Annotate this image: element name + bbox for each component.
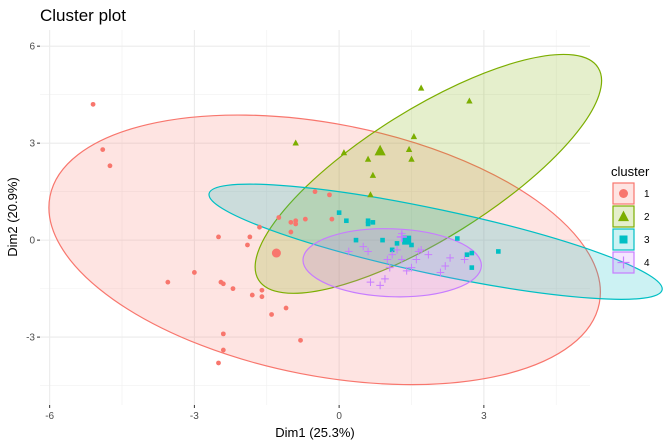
cluster-3-point [344,218,349,223]
cluster-1-point [221,348,226,353]
cluster-plot-chart: Cluster plot -6 -3 0 3 -3 0 3 6 Dim1 (25.3%) D… [0,0,672,447]
cluster-1-point [250,293,255,298]
legend-marker-3 [620,236,628,244]
cluster-1-point [247,234,252,239]
x-axis-label: Dim1 (25.3%) [275,425,354,440]
cluster-1-point [329,217,334,222]
x-axis-ticks: -6 -3 0 3 [45,405,487,422]
cluster-1-point [100,147,105,152]
legend-label-3: 3 [644,235,650,246]
cluster-1-point [221,281,226,286]
y-tick-label: 0 [29,236,35,247]
legend-label-2: 2 [644,212,650,223]
cluster-3-point [380,238,385,243]
legend-label-1: 1 [644,189,650,200]
cluster-1-center [272,249,281,258]
cluster-1-point [284,306,289,311]
cluster-3-point [354,238,359,243]
cluster-3-point [455,236,460,241]
y-axis-ticks: -3 0 3 6 [26,42,40,344]
cluster-1-point [221,331,226,336]
cluster-3-point [371,220,376,225]
cluster-1-point [216,361,221,366]
legend-title: cluster [611,164,650,179]
legend-marker-1 [619,189,628,198]
cluster-1-point [231,286,236,291]
y-tick-label: 6 [29,42,35,53]
cluster-1-point [288,230,293,235]
cluster-1-point [303,217,308,222]
cluster-3-point [496,249,501,254]
cluster-1-point [260,288,265,293]
cluster-1-point [216,234,221,239]
cluster-1-point [269,312,274,317]
cluster-1-point [298,338,303,343]
legend-label-4: 4 [644,258,650,269]
cluster-1-point [313,189,318,194]
cluster-1-point [276,215,281,220]
cluster-1-point [293,222,298,227]
cluster-1-point [192,270,197,275]
cluster-1-point [288,220,293,225]
cluster-1-point [245,243,250,248]
y-tick-label: -3 [26,333,35,344]
cluster-3-point [366,222,371,227]
x-tick-label: -3 [190,411,199,422]
cluster-1-point [327,192,332,197]
cluster-3-point [337,210,342,215]
x-tick-label: 3 [481,411,487,422]
cluster-1-point [165,280,170,285]
chart-title: Cluster plot [40,6,126,25]
y-axis-label: Dim2 (20.9%) [5,177,20,256]
x-tick-label: 0 [336,411,342,422]
x-tick-label: -6 [45,411,54,422]
cluster-3-point [395,241,400,246]
cluster-3-point [465,252,470,257]
cluster-3-point [469,265,474,270]
cluster-1-point [108,163,113,168]
legend: cluster 1 2 3 4 [611,164,650,273]
cluster-1-point [91,102,96,107]
y-tick-label: 3 [29,139,35,150]
cluster-1-point [260,294,265,299]
cluster-1-point [257,225,262,230]
cluster-3-point [469,251,474,256]
